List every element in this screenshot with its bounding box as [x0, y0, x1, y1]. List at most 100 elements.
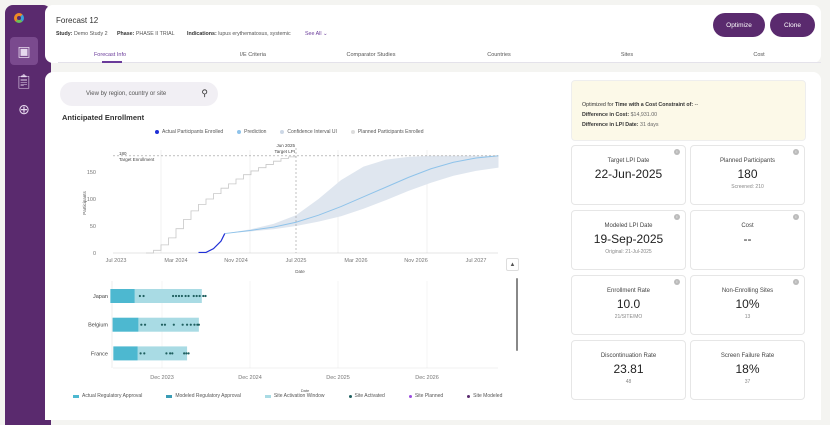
- gantt-country-label: France: [91, 351, 108, 357]
- metric-subtext: 37: [744, 379, 751, 385]
- site-activated-marker: [185, 323, 189, 326]
- legend-actual-approval[interactable]: Actual Regulatory Approval: [73, 393, 142, 399]
- y-axis-label: Participants: [82, 190, 87, 214]
- scroll-top-button[interactable]: ▲: [506, 258, 519, 271]
- sidebar-item-globe[interactable]: ⊕: [10, 95, 38, 123]
- info-icon[interactable]: i: [674, 214, 680, 220]
- tabs-divider: [58, 62, 821, 63]
- site-activated-marker: [143, 323, 147, 326]
- metric-card: i Non-Enrolling Sites 10% 13: [690, 275, 805, 335]
- site-activated-marker: [177, 294, 181, 298]
- legend-activation-window[interactable]: Site Activation Window: [264, 393, 325, 399]
- site-activated-marker: [193, 323, 196, 326]
- tab-cost[interactable]: Cost: [753, 52, 765, 58]
- regulatory-approval-bar: [110, 289, 135, 303]
- site-activated-marker: [181, 323, 184, 326]
- x-tick-label: Jul 2025: [286, 258, 307, 264]
- search-input[interactable]: View by region, country or site ⚲: [60, 82, 218, 106]
- site-activated-marker: [171, 352, 174, 355]
- site-activated-marker: [160, 323, 164, 326]
- see-all-link[interactable]: See All ⌄: [305, 31, 328, 37]
- metric-subtext: Screened: 210: [731, 184, 764, 190]
- site-activated-marker: [187, 352, 190, 355]
- lpi-difference: Difference in LPI Date: 31 days: [582, 122, 659, 128]
- info-icon[interactable]: i: [793, 279, 799, 285]
- metric-card: i Modeled LPI Date 19-Sep-2025 Original: 21…: [571, 210, 686, 270]
- legend-actual[interactable]: Actual Participants Enrolled: [155, 129, 223, 135]
- site-activation-window-bar: [138, 317, 199, 332]
- tab-sites[interactable]: Sites: [620, 52, 634, 58]
- annotation-label: Jun 2025: [276, 143, 295, 148]
- y-tick-label: 150: [87, 170, 96, 176]
- tab-comparator-studies[interactable]: Comparator Studies: [346, 52, 396, 58]
- legend-modeled-approval[interactable]: Modeled Regulatory Approval: [166, 393, 241, 399]
- site-activated-marker: [163, 323, 167, 326]
- legend-site-planned[interactable]: Site Planned: [408, 393, 443, 399]
- metric-subtext: 21/SITE/MO: [614, 314, 643, 320]
- regulatory-approval-bar: [113, 346, 138, 361]
- regulatory-approval-bar: [112, 317, 139, 332]
- x-axis-label: Date: [295, 269, 305, 274]
- confidence-interval-band: [224, 155, 499, 234]
- dashboard-icon: ▣: [17, 42, 31, 59]
- metric-value: --: [743, 232, 752, 246]
- legend-site-activated[interactable]: Site Activated: [348, 393, 385, 399]
- tab-countries[interactable]: Countries: [487, 52, 511, 58]
- optimize-button[interactable]: Optimize: [713, 13, 765, 37]
- info-icon[interactable]: i: [793, 149, 799, 155]
- metric-card: Screen Failure Rate 18% 37: [690, 340, 805, 400]
- enrollment-chart: 0 50 100 150 Jul 2023 Mar 2024 Nov 2024 Jul 202…: [82, 143, 499, 393]
- prediction-line: [224, 155, 499, 235]
- arrow-up-icon: ▲: [509, 262, 516, 268]
- site-activated-marker: [189, 323, 192, 326]
- study-meta: Study: Demo Study 2: [56, 31, 108, 37]
- info-icon[interactable]: i: [793, 214, 799, 220]
- info-icon[interactable]: i: [674, 149, 680, 155]
- site-activated-marker: [204, 294, 207, 298]
- site-activated-marker: [171, 294, 175, 298]
- metric-label: Planned Participants: [719, 158, 776, 164]
- info-icon[interactable]: i: [674, 279, 680, 285]
- sidebar: ▣ 📋︎ ⊕: [5, 5, 51, 425]
- metric-label: Discontinuation Rate: [600, 353, 657, 359]
- site-activated-marker: [180, 294, 184, 298]
- site-activated-marker: [187, 294, 190, 298]
- site-activated-marker: [169, 352, 172, 355]
- metric-label: Enrollment Rate: [606, 288, 651, 294]
- indications-meta: Indications: lupus erythematosus, system…: [187, 31, 291, 37]
- x-tick-label: Jul 2027: [466, 258, 487, 264]
- gantt-country-label: Belgium: [88, 323, 108, 329]
- sidebar-item-dashboard[interactable]: ▣: [10, 37, 38, 65]
- metric-card: i Enrollment Rate 10.0 21/SITE/MO: [571, 275, 686, 335]
- site-activation-window-bar: [137, 346, 188, 361]
- logo-icon: [14, 13, 24, 23]
- x-tick-label: Jul 2023: [106, 258, 127, 264]
- search-icon[interactable]: ⚲: [201, 88, 208, 98]
- site-activated-marker: [142, 294, 145, 298]
- legend-prediction[interactable]: Prediction: [237, 129, 266, 135]
- metric-label: Cost: [741, 223, 754, 229]
- header: Forecast 12 Study: Demo Study 2 Phase: P…: [45, 5, 821, 63]
- actual-enrollment-line: [198, 233, 226, 254]
- optimization-line: Optimized for Time with a Cost Constrain…: [582, 102, 699, 108]
- scrollbar[interactable]: [516, 278, 518, 351]
- metric-label: Modeled LPI Date: [604, 223, 653, 229]
- site-activated-marker: [138, 294, 141, 298]
- legend-site-modeled[interactable]: Site Modeled: [467, 393, 502, 399]
- legend-planned[interactable]: Planned Participants Enrolled: [350, 129, 423, 135]
- tab-forecast-info[interactable]: Forecast Info: [93, 52, 127, 58]
- optimization-summary: Optimized for Time with a Cost Constrain…: [571, 80, 806, 141]
- site-activated-marker: [184, 294, 187, 298]
- legend-ci[interactable]: Confidence Interval UI: [280, 129, 337, 135]
- site-activated-marker: [195, 294, 198, 298]
- tab-ie-criteria[interactable]: I/E Criteria: [240, 52, 266, 58]
- clipboard-icon: 📋︎: [15, 72, 33, 89]
- page-title: Forecast 12: [56, 16, 99, 25]
- metric-label: Screen Failure Rate: [720, 353, 775, 359]
- planned-enrollment-line: [146, 155, 297, 254]
- clone-button[interactable]: Clone: [770, 13, 815, 37]
- gantt-x-tick-label: Dec 2023: [150, 375, 174, 381]
- metric-card: i Cost --: [690, 210, 805, 270]
- metric-value: 10%: [735, 297, 760, 311]
- sidebar-item-clipboard[interactable]: 📋︎: [10, 67, 38, 95]
